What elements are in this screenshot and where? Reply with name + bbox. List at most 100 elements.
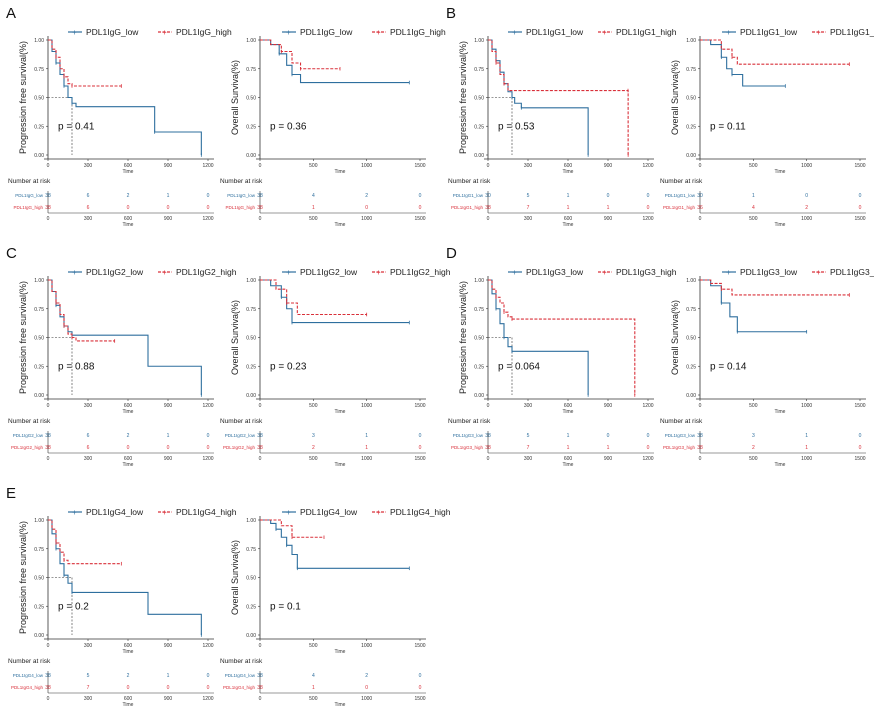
x-axis-label: Time [563, 409, 574, 415]
x-tick-label: 300 [84, 643, 93, 649]
risk-value: 5 [527, 193, 530, 199]
panel-E: E + PDL1IgG4_low + PDL1IgG4_high + PDL1IgG4_lo… [6, 485, 451, 708]
x-tick-label: 1500 [854, 403, 865, 409]
risk-x-axis-label: Time [335, 462, 346, 468]
x-tick-label: 0 [487, 163, 490, 169]
y-tick-label: 0.00 [34, 633, 44, 639]
risk-x-tick-label: 0 [47, 456, 50, 462]
x-tick-label: 0 [259, 643, 262, 649]
risk-row-label: PDL1IgG_high [13, 205, 43, 210]
y-axis-label: Overall Surviva(%) [230, 60, 240, 135]
risk-x-tick-label: 1200 [202, 456, 213, 462]
risk-value: 0 [647, 445, 650, 451]
risk-row-label: PDL1IgG2_low [225, 433, 256, 438]
risk-x-tick-label: 0 [259, 216, 262, 222]
risk-x-tick-label: 1200 [202, 216, 213, 222]
panel-B: B + PDL1IgG1_low + PDL1IgG1_high + PDL1IgG1_lo… [446, 5, 874, 228]
y-tick-label: 0.50 [474, 336, 484, 342]
p-value: p = 0.41 [58, 122, 95, 133]
p-value: p = 0.53 [498, 122, 535, 133]
y-tick-label: 1.00 [474, 278, 484, 284]
risk-value: 2 [752, 445, 755, 451]
risk-table-title: Number at risk [448, 418, 491, 425]
risk-x-tick-label: 1500 [854, 456, 865, 462]
km-curve-low [700, 39, 786, 87]
y-tick-label: 1.00 [34, 38, 44, 44]
risk-value: 1 [607, 445, 610, 451]
y-axis-label: Progression free survival(%) [18, 281, 28, 394]
risk-x-tick-label: 500 [309, 216, 318, 222]
x-tick-label: 0 [259, 163, 262, 169]
risk-value: 2 [365, 193, 368, 199]
risk-value: 0 [207, 445, 210, 451]
x-axis-label: Time [563, 169, 574, 175]
x-tick-label: 1000 [361, 163, 372, 169]
y-tick-label: 0.75 [686, 307, 696, 313]
y-tick-label: 0.25 [474, 364, 484, 370]
x-tick-label: 600 [124, 403, 133, 409]
risk-x-tick-label: 1000 [361, 456, 372, 462]
legend-label-high: PDL1IgG1_high [616, 27, 677, 37]
legend-marker-low: + [286, 268, 291, 277]
p-value: p = 0.23 [270, 362, 307, 373]
x-tick-label: 500 [749, 163, 758, 169]
p-value: p = 0.11 [710, 122, 746, 133]
panel-C: C + PDL1IgG2_low + PDL1IgG2_high + PDL1IgG2_lo… [6, 245, 451, 468]
risk-value: 1 [312, 205, 315, 211]
legend-marker-high: + [816, 268, 821, 277]
risk-x-tick-label: 600 [124, 456, 133, 462]
risk-value: 1 [607, 205, 610, 211]
y-tick-label: 0.00 [686, 393, 696, 399]
risk-row-label: PDL1IgG_low [227, 193, 256, 198]
p-value: p = 0.2 [58, 602, 89, 613]
risk-row-label: PDL1IgG4_high [11, 685, 44, 690]
y-tick-label: 0.25 [474, 124, 484, 130]
risk-value: 2 [312, 445, 315, 451]
risk-value: 0 [365, 685, 368, 691]
x-tick-label: 300 [84, 163, 93, 169]
risk-value: 2 [127, 433, 130, 439]
risk-value: 4 [752, 205, 755, 211]
y-tick-label: 1.00 [686, 38, 696, 44]
legend-label-high: PDL1IgG3_high [616, 267, 677, 277]
risk-value: 0 [859, 445, 862, 451]
risk-value: 1 [312, 685, 315, 691]
risk-value: 0 [167, 205, 170, 211]
y-tick-label: 0.75 [34, 67, 44, 73]
legend-marker-low: + [726, 268, 731, 277]
legend-label-high: PDL1IgG2_high [390, 267, 451, 277]
risk-x-tick-label: 0 [259, 456, 262, 462]
x-tick-label: 1200 [202, 643, 213, 649]
risk-row-label: PDL1IgG4_low [225, 673, 256, 678]
legend-label-low: PDL1IgG3_low [740, 267, 798, 277]
legend-label-low: PDL1IgG_low [86, 27, 139, 37]
risk-value: 0 [859, 193, 862, 199]
risk-x-axis-label: Time [563, 462, 574, 468]
risk-x-tick-label: 600 [124, 216, 133, 222]
x-tick-label: 900 [604, 163, 613, 169]
risk-table-title: Number at risk [220, 658, 263, 665]
risk-x-tick-label: 900 [164, 456, 173, 462]
risk-row-label: PDL1IgG1_low [665, 193, 696, 198]
km-curve-low [700, 279, 807, 333]
x-axis-label: Time [123, 169, 134, 175]
x-tick-label: 0 [699, 403, 702, 409]
legend-marker-low: + [72, 28, 77, 37]
x-tick-label: 1000 [361, 403, 372, 409]
x-tick-label: 900 [604, 403, 613, 409]
risk-x-tick-label: 500 [309, 456, 318, 462]
risk-value: 0 [207, 685, 210, 691]
risk-x-tick-label: 500 [749, 216, 758, 222]
x-tick-label: 1500 [414, 163, 425, 169]
x-axis-label: Time [775, 409, 786, 415]
risk-x-tick-label: 300 [524, 456, 533, 462]
y-tick-label: 0.00 [474, 393, 484, 399]
legend-marker-low: + [286, 28, 291, 37]
y-tick-label: 0.50 [34, 96, 44, 102]
risk-x-tick-label: 1500 [414, 216, 425, 222]
risk-value: 0 [859, 205, 862, 211]
risk-value: 2 [127, 673, 130, 679]
risk-value: 6 [87, 205, 90, 211]
risk-row-label: PDL1IgG1_high [663, 205, 696, 210]
